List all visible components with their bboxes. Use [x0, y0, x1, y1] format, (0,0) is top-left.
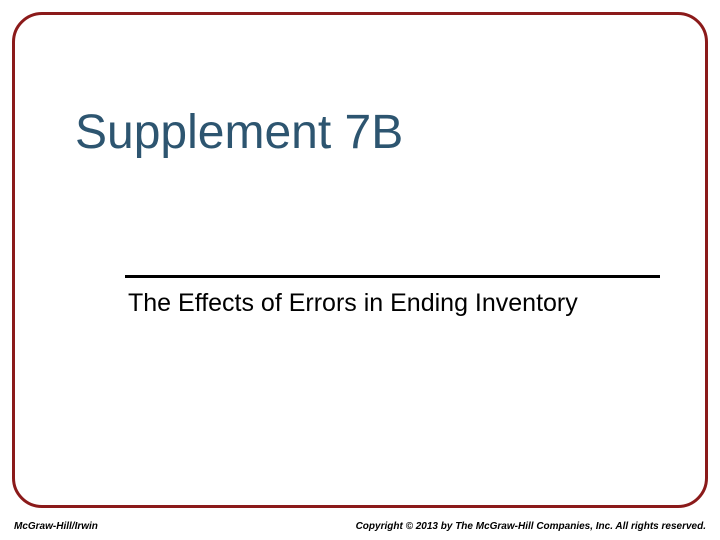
slide-title: Supplement 7B: [75, 105, 403, 160]
title-divider: [125, 275, 660, 278]
slide-subtitle: The Effects of Errors in Ending Inventor…: [128, 288, 648, 319]
slide-border: [12, 12, 708, 508]
footer-publisher: McGraw-Hill/Irwin: [14, 521, 98, 532]
footer-copyright: Copyright © 2013 by The McGraw-Hill Comp…: [356, 521, 706, 532]
